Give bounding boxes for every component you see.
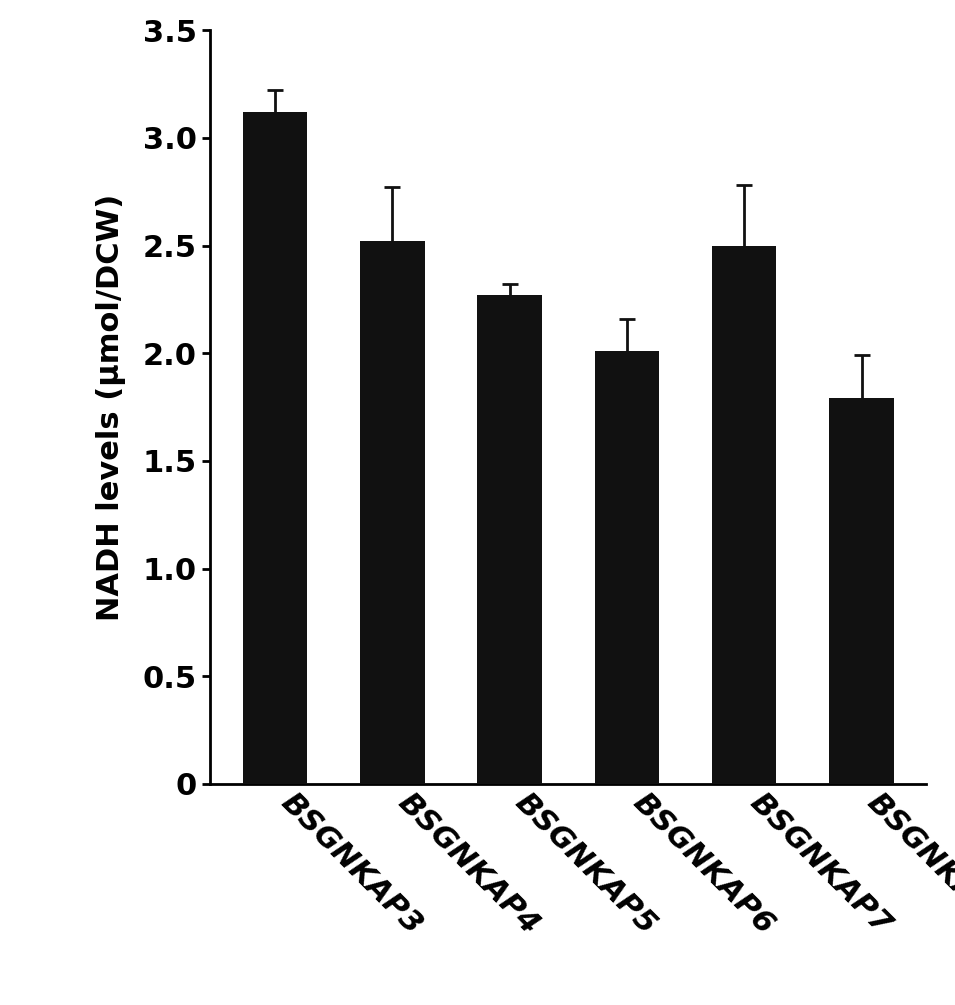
Bar bbox=[829, 398, 894, 784]
Bar bbox=[711, 245, 776, 784]
Bar bbox=[595, 351, 659, 784]
Bar bbox=[243, 112, 308, 784]
Y-axis label: NADH levels (μmol/DCW): NADH levels (μmol/DCW) bbox=[96, 193, 126, 621]
Bar bbox=[360, 241, 425, 784]
Bar bbox=[478, 295, 541, 784]
